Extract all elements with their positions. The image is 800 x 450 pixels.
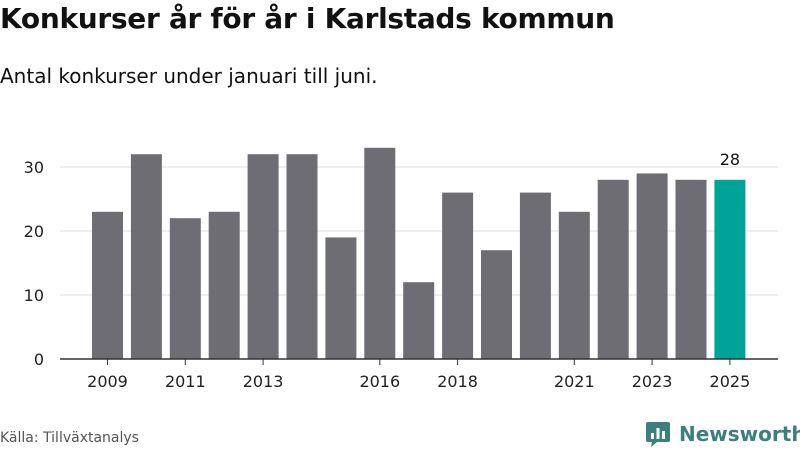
bar-chart: 0 10 20 30 28 2009 2011 2013 2016 2018 2021 2023 202… bbox=[24, 147, 778, 391]
bar-data-label: 28 bbox=[720, 150, 740, 169]
y-tick-label: 10 bbox=[24, 286, 44, 305]
bar bbox=[286, 154, 318, 359]
x-tick-label: 2013 bbox=[243, 372, 284, 391]
bar bbox=[442, 192, 474, 359]
brand-name: Newsworthy bbox=[679, 422, 800, 446]
brand: Newsworthy bbox=[645, 420, 800, 448]
bar bbox=[247, 154, 279, 359]
bar bbox=[364, 147, 396, 359]
y-tick-label: 20 bbox=[24, 222, 44, 241]
y-tick-label: 0 bbox=[34, 350, 44, 369]
x-tick-label: 2018 bbox=[437, 372, 478, 391]
bar bbox=[130, 154, 162, 359]
chart-subtitle: Antal konkurser under januari till juni. bbox=[0, 64, 378, 88]
y-tick-label: 30 bbox=[24, 158, 44, 177]
x-tick-label: 2011 bbox=[165, 372, 206, 391]
chart-title: Konkurser år för år i Karlstads kommun bbox=[0, 2, 615, 35]
bar bbox=[636, 173, 668, 359]
newsworthy-logo-icon bbox=[646, 422, 670, 447]
bar bbox=[714, 179, 746, 359]
source-note: Källa: Tillväxtanalys bbox=[0, 430, 139, 446]
x-tick-label: 2016 bbox=[359, 372, 400, 391]
bar bbox=[519, 192, 551, 359]
x-tick-label: 2023 bbox=[632, 372, 673, 391]
bar bbox=[169, 218, 201, 359]
bar bbox=[92, 211, 123, 359]
x-tick-label: 2009 bbox=[87, 372, 128, 391]
bar bbox=[558, 211, 590, 359]
bar bbox=[481, 250, 512, 359]
bar bbox=[208, 211, 240, 359]
bar bbox=[403, 282, 435, 359]
bar bbox=[597, 179, 629, 359]
x-tick-label: 2021 bbox=[554, 372, 595, 391]
bar bbox=[325, 237, 357, 359]
bar bbox=[675, 179, 707, 359]
x-tick-label: 2025 bbox=[710, 372, 751, 391]
